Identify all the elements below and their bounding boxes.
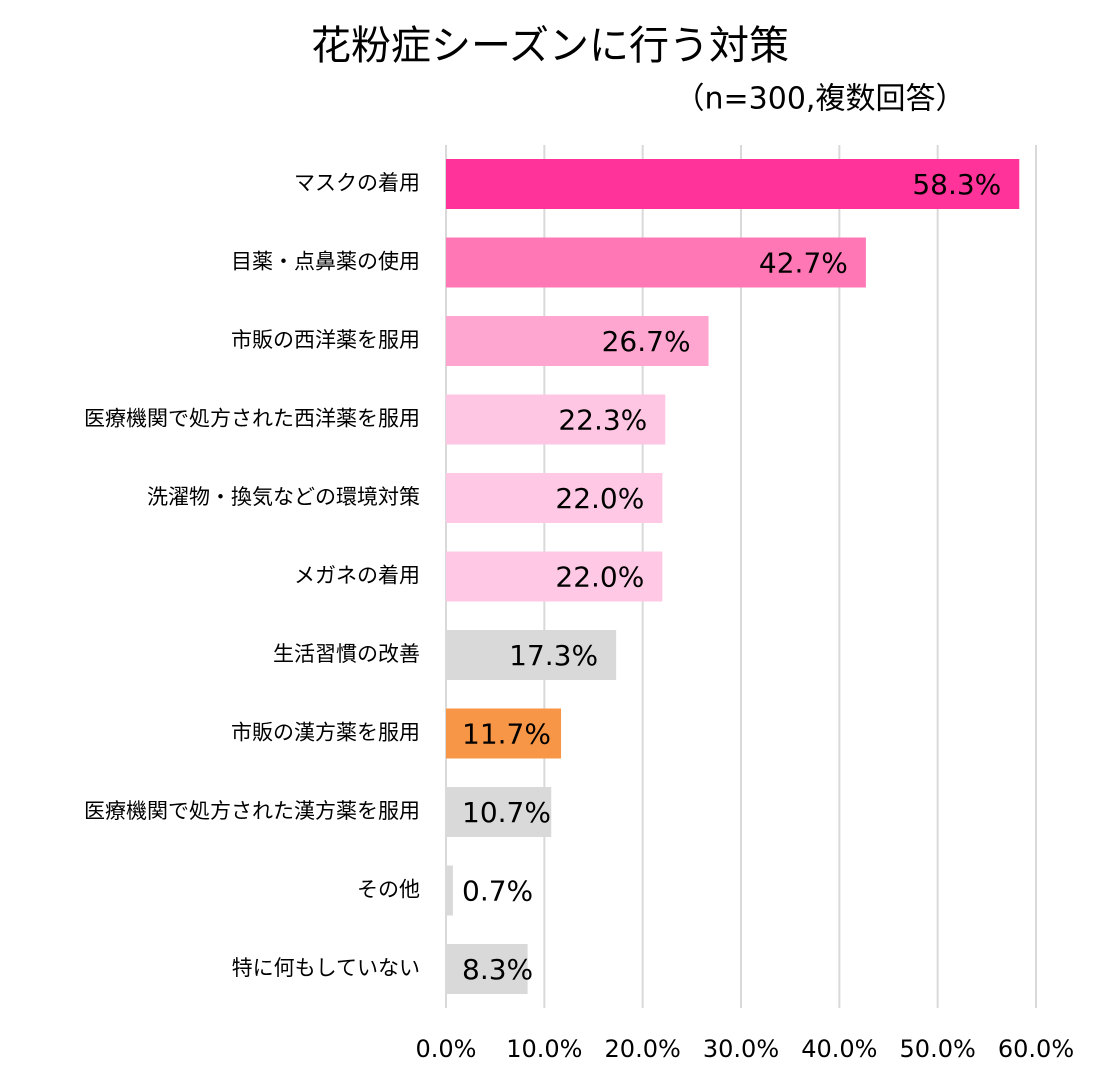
x-tick-label: 60.0% xyxy=(998,1035,1074,1063)
category-label: その他 xyxy=(357,878,420,902)
value-label: 0.7% xyxy=(462,875,533,908)
category-label: マスクの着用 xyxy=(294,171,420,195)
category-label: 医療機関で処方された西洋薬を服用 xyxy=(84,407,420,431)
bar xyxy=(446,865,453,916)
x-tick-label: 0.0% xyxy=(416,1035,477,1063)
bar xyxy=(446,630,617,680)
category-label: 目薬・点鼻薬の使用 xyxy=(231,250,420,274)
bar xyxy=(446,159,1020,209)
bar xyxy=(446,237,866,288)
chart-title: 花粉症シーズンに行う対策 xyxy=(311,23,789,69)
value-label: 42.7% xyxy=(759,247,848,280)
bar xyxy=(446,787,552,837)
value-label: 10.7% xyxy=(462,796,551,829)
bar xyxy=(446,473,663,523)
bar xyxy=(446,316,709,366)
value-label: 58.3% xyxy=(912,168,1001,201)
bar xyxy=(446,551,663,602)
x-tick-label: 20.0% xyxy=(605,1035,681,1063)
category-label: 市販の西洋薬を服用 xyxy=(231,328,420,352)
value-label: 22.0% xyxy=(555,482,644,515)
category-label: メガネの着用 xyxy=(294,564,420,588)
value-label: 17.3% xyxy=(509,639,598,672)
value-label: 22.0% xyxy=(555,561,644,594)
bar xyxy=(446,708,562,759)
bar xyxy=(446,394,666,445)
category-label: 生活習慣の改善 xyxy=(273,642,420,666)
category-label: 市販の漢方薬を服用 xyxy=(231,721,420,745)
value-label: 11.7% xyxy=(462,718,551,751)
x-tick-label: 30.0% xyxy=(703,1035,779,1063)
value-label: 26.7% xyxy=(602,325,691,358)
x-tick-label: 40.0% xyxy=(801,1035,877,1063)
category-label: 洗濯物・換気などの環境対策 xyxy=(147,485,420,509)
value-label: 8.3% xyxy=(462,953,533,986)
category-label: 特に何もしていない xyxy=(232,956,420,980)
value-label: 22.3% xyxy=(558,404,647,437)
x-tick-label: 10.0% xyxy=(506,1035,582,1063)
category-label: 医療機関で処方された漢方薬を服用 xyxy=(84,799,420,823)
x-tick-label: 50.0% xyxy=(900,1035,976,1063)
chart-subtitle: （n=300,複数回答） xyxy=(675,82,966,117)
bar xyxy=(446,944,528,994)
